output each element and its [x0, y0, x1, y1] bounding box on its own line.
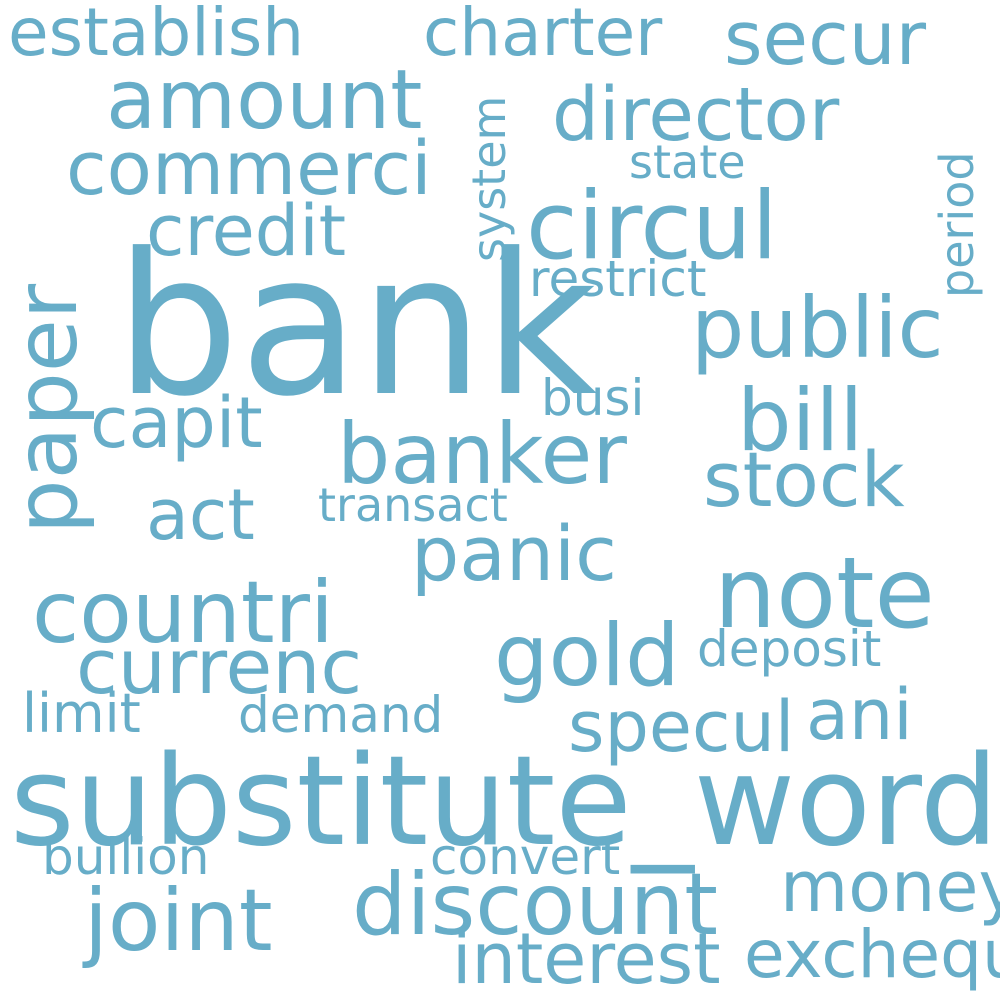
word-panic: panic — [411, 509, 617, 598]
word-public: public — [691, 279, 944, 377]
word-ani: ani — [806, 674, 913, 756]
word-discount: discount — [352, 855, 718, 955]
word-deposit: deposit — [697, 620, 882, 678]
word-busi: busi — [541, 369, 645, 427]
word-bullion: bullion — [42, 828, 210, 886]
word-act: act — [146, 474, 255, 556]
word-restrict: restrict — [529, 250, 707, 308]
word-interest: interest — [452, 918, 721, 1000]
word-state: state — [629, 135, 746, 189]
word-substitute_word: substitute_word — [10, 730, 999, 874]
word-credit: credit — [146, 190, 347, 272]
word-demand: demand — [238, 686, 444, 744]
word-currenc: currenc — [76, 622, 363, 711]
word-specul: specul — [568, 686, 795, 768]
word-limit: limit — [22, 682, 141, 745]
word-circul: circul — [526, 172, 778, 281]
word-capit: capit — [90, 382, 263, 464]
word-gold: gold — [494, 606, 680, 706]
word-paper: paper — [0, 283, 97, 534]
word-charter: charter — [423, 0, 663, 71]
word-convert: convert — [430, 828, 621, 886]
word-commerci: commerci — [66, 126, 432, 212]
word-joint: joint — [84, 871, 273, 971]
word-bill: bill — [737, 371, 864, 471]
word-secur: secur — [724, 0, 927, 82]
word-transact: transact — [318, 478, 508, 532]
word-countri: countri — [32, 563, 334, 663]
word-note: note — [714, 537, 935, 651]
word-banker: banker — [337, 405, 627, 503]
word-bank: bank — [115, 212, 598, 440]
word-exchequ: exchequ — [744, 916, 1000, 993]
word-director: director — [552, 72, 840, 158]
word-amount: amount — [106, 53, 423, 148]
word-money: money — [780, 846, 1000, 928]
word-period: period — [930, 151, 984, 298]
word-establish: establish — [8, 0, 305, 71]
word-stock: stock — [703, 435, 905, 524]
